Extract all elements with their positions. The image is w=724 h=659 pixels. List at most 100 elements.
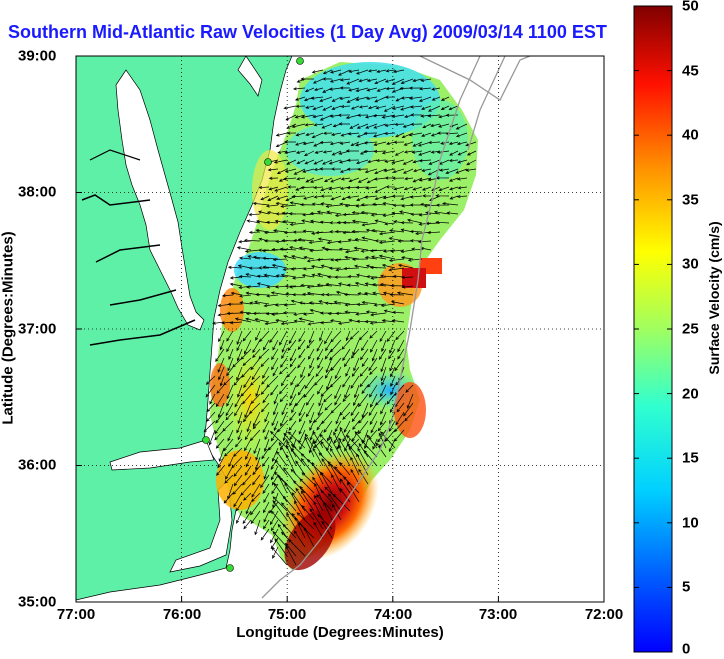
velocity-region-north (300, 62, 440, 138)
velocity-arrow (217, 456, 225, 469)
colorbar-tick-label: 10 (682, 514, 699, 532)
velocity-arrow (313, 185, 324, 190)
velocity-arrow (209, 393, 216, 405)
velocity-arrow (239, 310, 252, 314)
velocity-arrow (281, 502, 297, 521)
velocity-arrow (308, 330, 315, 344)
velocity-arrow (385, 185, 396, 189)
velocity-arrow (389, 339, 396, 354)
velocity-arrow (294, 500, 306, 521)
velocity-arrow (410, 105, 423, 109)
velocity-arrow (384, 123, 396, 127)
velocity-arrow (351, 229, 369, 234)
velocity-arrow (366, 434, 378, 449)
velocity-arrow (328, 186, 342, 191)
velocity-arrow (260, 384, 270, 395)
velocity-arrow (346, 167, 360, 171)
velocity-arrow (377, 429, 387, 443)
velocity-arrow (355, 185, 369, 190)
river-rappahannock (95, 244, 161, 263)
velocity-arrow (271, 348, 279, 361)
velocity-arrow (298, 402, 306, 417)
velocity-arrow (289, 222, 306, 227)
velocity-arrow (232, 357, 243, 368)
velocity-arrow (284, 150, 297, 155)
velocity-arrow (261, 375, 270, 385)
velocity-arrow (312, 447, 324, 467)
velocity-arrow (389, 402, 396, 413)
velocity-arrow (357, 177, 369, 183)
velocity-arrow (228, 456, 234, 468)
velocity-arrow (361, 300, 378, 305)
velocity-arrow (275, 212, 288, 216)
velocity-arrow (307, 366, 315, 377)
velocity-arrow (295, 150, 306, 154)
velocity-arrow (433, 210, 450, 215)
velocity-arrow (380, 384, 387, 398)
velocity-arrow (334, 275, 351, 279)
velocity-arrow (282, 523, 297, 539)
x-tick-label: 77:00 (56, 606, 96, 623)
velocity-arrow (435, 203, 450, 207)
velocity-arrow (390, 366, 396, 378)
velocity-arrow (273, 393, 279, 405)
velocity-arrow (316, 348, 324, 361)
velocity-arrow (272, 402, 279, 416)
velocity-arrow (322, 77, 333, 81)
velocity-arrow (392, 203, 405, 207)
velocity-arrow (376, 87, 387, 92)
velocity-arrow (255, 456, 261, 471)
velocity-arrow (262, 483, 270, 494)
velocity-arrow (372, 114, 387, 118)
velocity-arrow (218, 330, 225, 343)
velocity-arrow (329, 78, 342, 83)
velocity-arrow (309, 508, 324, 530)
velocity-arrow (347, 195, 360, 199)
velocity-arrow (263, 519, 270, 530)
velocity-arrow (361, 339, 369, 352)
velocity-arrow (400, 249, 414, 254)
velocity-arrow (260, 474, 270, 489)
velocity-arrow (375, 105, 387, 110)
velocity-arrow (226, 393, 234, 407)
velocity-arrow (297, 238, 315, 242)
x-tick-label: 73:00 (478, 606, 518, 623)
velocity-arrow (388, 420, 396, 432)
velocity-arrow (271, 474, 279, 486)
velocity-arrow (378, 240, 396, 245)
velocity-arrow (248, 266, 261, 270)
velocity-arrow (448, 177, 459, 182)
velocity-arrow (242, 357, 252, 367)
velocity-arrow (373, 177, 387, 181)
axis-ticks (75, 55, 605, 603)
velocity-arrow (256, 282, 270, 287)
velocity-arrow (300, 77, 314, 81)
velocity-arrow (374, 186, 387, 193)
velocity-arrow (299, 478, 315, 494)
velocity-arrow (339, 202, 351, 206)
grid-lines (76, 56, 604, 602)
velocity-arrow (313, 521, 324, 539)
velocity-arrow (291, 254, 306, 260)
velocity-arrow (427, 114, 441, 118)
velocity-arrow (203, 420, 216, 433)
velocity-arrow (319, 433, 333, 449)
velocity-arrow (331, 150, 342, 156)
velocity-arrow (271, 247, 288, 252)
velocity-arrow (374, 78, 387, 85)
colorbar-tick-label: 40 (682, 126, 699, 144)
velocity-arrow (314, 150, 324, 154)
velocity-arrow (283, 105, 297, 110)
velocity-arrow (340, 104, 351, 109)
velocity-arrow (316, 258, 333, 262)
velocity-arrow (206, 402, 216, 413)
velocity-arrow (237, 429, 243, 441)
velocity-arrow (376, 69, 387, 74)
velocity-arrow (374, 168, 387, 175)
velocity-arrow (286, 131, 297, 135)
velocity-arrow (364, 319, 378, 324)
velocity-arrow (272, 229, 288, 233)
velocity-arrow (271, 447, 279, 462)
velocity-arrow (288, 420, 297, 431)
velocity-arrow (300, 490, 315, 512)
